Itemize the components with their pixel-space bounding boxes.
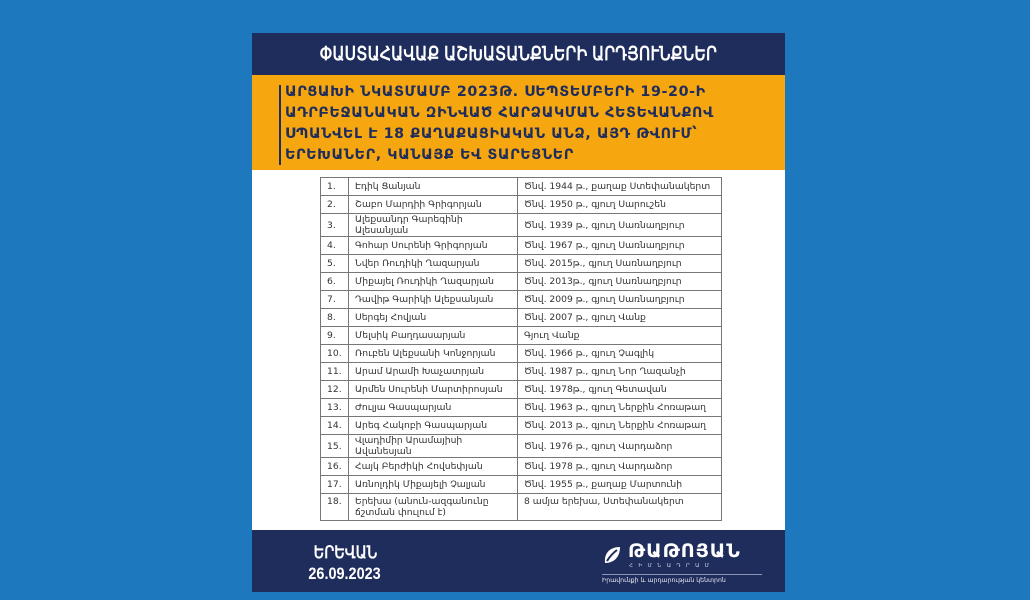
row-info: Ծնվ. 1939 թ., գյուղ Սառնաղբյուր	[517, 213, 722, 237]
row-info: Ծնվ. 1950 թ., գյուղ Սարուշեն	[517, 195, 722, 214]
row-number: 6.	[320, 272, 349, 291]
row-info: Ծնվ. 2013թ., գյուղ Սառնաղբյուր	[517, 272, 722, 291]
row-number: 15.	[320, 434, 349, 458]
table-row: 6. Միքայել Ռուդիկի Ղազարյան Ծնվ. 2013թ., գ…	[320, 272, 722, 291]
accent-bar	[279, 85, 281, 165]
row-number: 7.	[320, 290, 349, 309]
row-name: Ժուլյա Գասպարյան	[348, 398, 518, 417]
row-number: 4.	[320, 236, 349, 255]
row-name: Վլադիմիր Արամայիսի Ավանեսյան	[348, 434, 518, 458]
location-date: ԵՐԵՎԱՆ 26.09.2023	[300, 542, 390, 584]
city: ԵՐԵՎԱՆ	[313, 543, 377, 562]
table-row: 11. Արամ Արամի Խաչատրյան Ծնվ. 1987 թ., գյո…	[320, 362, 722, 381]
row-info: Ծնվ. 1967 թ., գյուղ Սառնաղբյուր	[517, 236, 722, 255]
row-info: Ծնվ. 2009 թ., գյուղ Սառնաղբյուր	[517, 290, 722, 309]
table-row: 13. Ժուլյա Գասպարյան Ծնվ. 1963 թ., գյուղ Ն…	[320, 398, 722, 417]
row-name: Էդիկ Ցանյան	[348, 177, 518, 196]
row-info: 8 ամյա երեխա, Ստեփանակերտ	[517, 493, 722, 521]
table-row: 18. Երեխա (անուն-ազգանունը ճշտման փուլում…	[320, 493, 722, 521]
row-number: 18.	[320, 493, 349, 521]
table-row: 15. Վլադիմիր Արամայիսի Ավանեսյան Ծնվ. 1976…	[320, 434, 722, 458]
row-info: Ծնվ. 1963 թ., գյուղ Ներքին Հոռաթաղ	[517, 398, 722, 417]
table-row: 7. Դավիթ Գարիկի Ալեքսանյան Ծնվ. 2009 թ., գ…	[320, 290, 722, 309]
table-row: 12. Արմեն Սուրենի Մարտիրոսյան Ծնվ. 1978թ.,…	[320, 380, 722, 399]
row-name: Երեխա (անուն-ազգանունը ճշտման փուլում է)	[348, 493, 518, 521]
row-name: Դավիթ Գարիկի Ալեքսանյան	[348, 290, 518, 309]
row-info: Գյուղ Վանք	[517, 326, 722, 345]
row-name: Հայկ Բերժիկի Հովսեփյան	[348, 457, 518, 476]
row-number: 8.	[320, 308, 349, 327]
row-number: 10.	[320, 344, 349, 363]
row-number: 12.	[320, 380, 349, 399]
row-info: Ծնվ. 1955 թ., քաղաք Մարտունի	[517, 475, 722, 494]
row-number: 11.	[320, 362, 349, 381]
row-info: Ծնվ. 2007 թ., գյուղ Վանք	[517, 308, 722, 327]
row-number: 1.	[320, 177, 349, 196]
title-bar: ՓԱՍՏԱՀԱՎԱՔ ԱՇԽԱՏԱՆՔՆԵՐԻ ԱՐԴՅՈՒՆՔՆԵՐ	[252, 33, 785, 75]
logo-brand-sub: ՀԻՄՆԱԴՐԱՄ	[629, 563, 715, 569]
row-info: Ծնվ. 1987 թ., գյուղ Նոր Ղազանչի	[517, 362, 722, 381]
table-row: 14. Արեգ Հակոբի Գասպարյան Ծնվ. 2013 թ., գյ…	[320, 416, 722, 435]
row-info: Ծնվ. 2015թ., գյուղ Սառնաղբյուր	[517, 254, 722, 273]
row-number: 3.	[320, 213, 349, 237]
table-row: 3. Ալեքսանդր Գարեգինի Ալեսանյան Ծնվ. 1939 …	[320, 213, 722, 237]
row-info: Ծնվ. 1944 թ., քաղաք Ստեփանակերտ	[517, 177, 722, 196]
row-number: 2.	[320, 195, 349, 214]
row-number: 17.	[320, 475, 349, 494]
table-row: 16. Հայկ Բերժիկի Հովսեփյան Ծնվ. 1978 թ., գ…	[320, 457, 722, 476]
table-row: 17. Առնոլդիկ Միքայելի Չալյան Ծնվ. 1955 թ.,…	[320, 475, 722, 494]
table-row: 2. Շաբո Մարդիի Գրիգորյան Ծնվ. 1950 թ., գյո…	[320, 195, 722, 214]
table-row: 5. Նվեր Ռուդիկի Ղազարյան Ծնվ. 2015թ., գյու…	[320, 254, 722, 273]
table-row: 9. Մելսիկ Բաղդասարյան Գյուղ Վանք	[320, 326, 722, 345]
table-row: 10. Ռուբեն Ալեքսանի Կոնջորյան Ծնվ. 1966 թ.…	[320, 344, 722, 363]
row-name: Նվեր Ռուդիկի Ղազարյան	[348, 254, 518, 273]
row-name: Մելսիկ Բաղդասարյան	[348, 326, 518, 345]
row-name: Արեգ Հակոբի Գասպարյան	[348, 416, 518, 435]
row-name: Ռուբեն Ալեքսանի Կոնջորյան	[348, 344, 518, 363]
victims-table: 1. Էդիկ Ցանյան Ծնվ. 1944 թ., քաղաք Ստեփանա…	[320, 177, 722, 521]
date: 26.09.2023	[308, 564, 382, 583]
row-name: Ալեքսանդր Գարեգինի Ալեսանյան	[348, 213, 518, 237]
subtitle-banner: ԱՐՑԱԽԻ ՆԿԱՏՄԱՄԲ 2023Թ. ՍԵՊՏԵՄԲԵՐԻ 19-20-…	[252, 75, 785, 170]
row-name: Միքայել Ռուդիկի Ղազարյան	[348, 272, 518, 291]
logo-brand: ԹԱԹՈՅԱՆ	[628, 540, 741, 562]
row-info: Ծնվ. 1978թ., գյուղ Գետավան	[517, 380, 722, 399]
row-info: Ծնվ. 2013 թ., գյուղ Ներքին Հոռաթաղ	[517, 416, 722, 435]
table-row: 4. Գոհար Սուրենի Գրիգորյան Ծնվ. 1967 թ., գ…	[320, 236, 722, 255]
footer: ԵՐԵՎԱՆ 26.09.2023 ԹԱԹՈՅԱՆ ՀԻՄՆԱԴՐԱՄ Իրավ…	[252, 530, 785, 592]
row-name: Սերգեյ Հովյան	[348, 308, 518, 327]
row-name: Արամ Արամի Խաչատրյան	[348, 362, 518, 381]
row-info: Ծնվ. 1978 թ., գյուղ Վարդաձոր	[517, 457, 722, 476]
row-number: 9.	[320, 326, 349, 345]
table-row: 1. Էդիկ Ցանյան Ծնվ. 1944 թ., քաղաք Ստեփանա…	[320, 177, 722, 196]
logo-tagline: Իրավունքի և արդարության կենտրոն	[602, 574, 762, 584]
table-row: 8. Սերգեյ Հովյան Ծնվ. 2007 թ., գյուղ Վանք	[320, 308, 722, 327]
row-name: Շաբո Մարդիի Գրիգորյան	[348, 195, 518, 214]
row-info: Ծնվ. 1966 թ., գյուղ Չագլիկ	[517, 344, 722, 363]
row-name: Արմեն Սուրենի Մարտիրոսյան	[348, 380, 518, 399]
row-name: Գոհար Սուրենի Գրիգորյան	[348, 236, 518, 255]
row-info: Ծնվ. 1976 թ., գյուղ Վարդաձոր	[517, 434, 722, 458]
row-number: 5.	[320, 254, 349, 273]
subtitle: ԱՐՑԱԽԻ ՆԿԱՏՄԱՄԲ 2023Թ. ՍԵՊՏԵՄԲԵՐԻ 19-20-…	[285, 84, 714, 163]
page-title: ՓԱՍՏԱՀԱՎԱՔ ԱՇԽԱՏԱՆՔՆԵՐԻ ԱՐԴՅՈՒՆՔՆԵՐ	[319, 44, 718, 65]
row-number: 14.	[320, 416, 349, 435]
row-name: Առնոլդիկ Միքայելի Չալյան	[348, 475, 518, 494]
leaf-icon	[604, 547, 620, 563]
row-number: 13.	[320, 398, 349, 417]
row-number: 16.	[320, 457, 349, 476]
infographic-card: ՓԱՍՏԱՀԱՎԱՔ ԱՇԽԱՏԱՆՔՆԵՐԻ ԱՐԴՅՈՒՆՔՆԵՐ ԱՐՑԱ…	[252, 33, 785, 592]
